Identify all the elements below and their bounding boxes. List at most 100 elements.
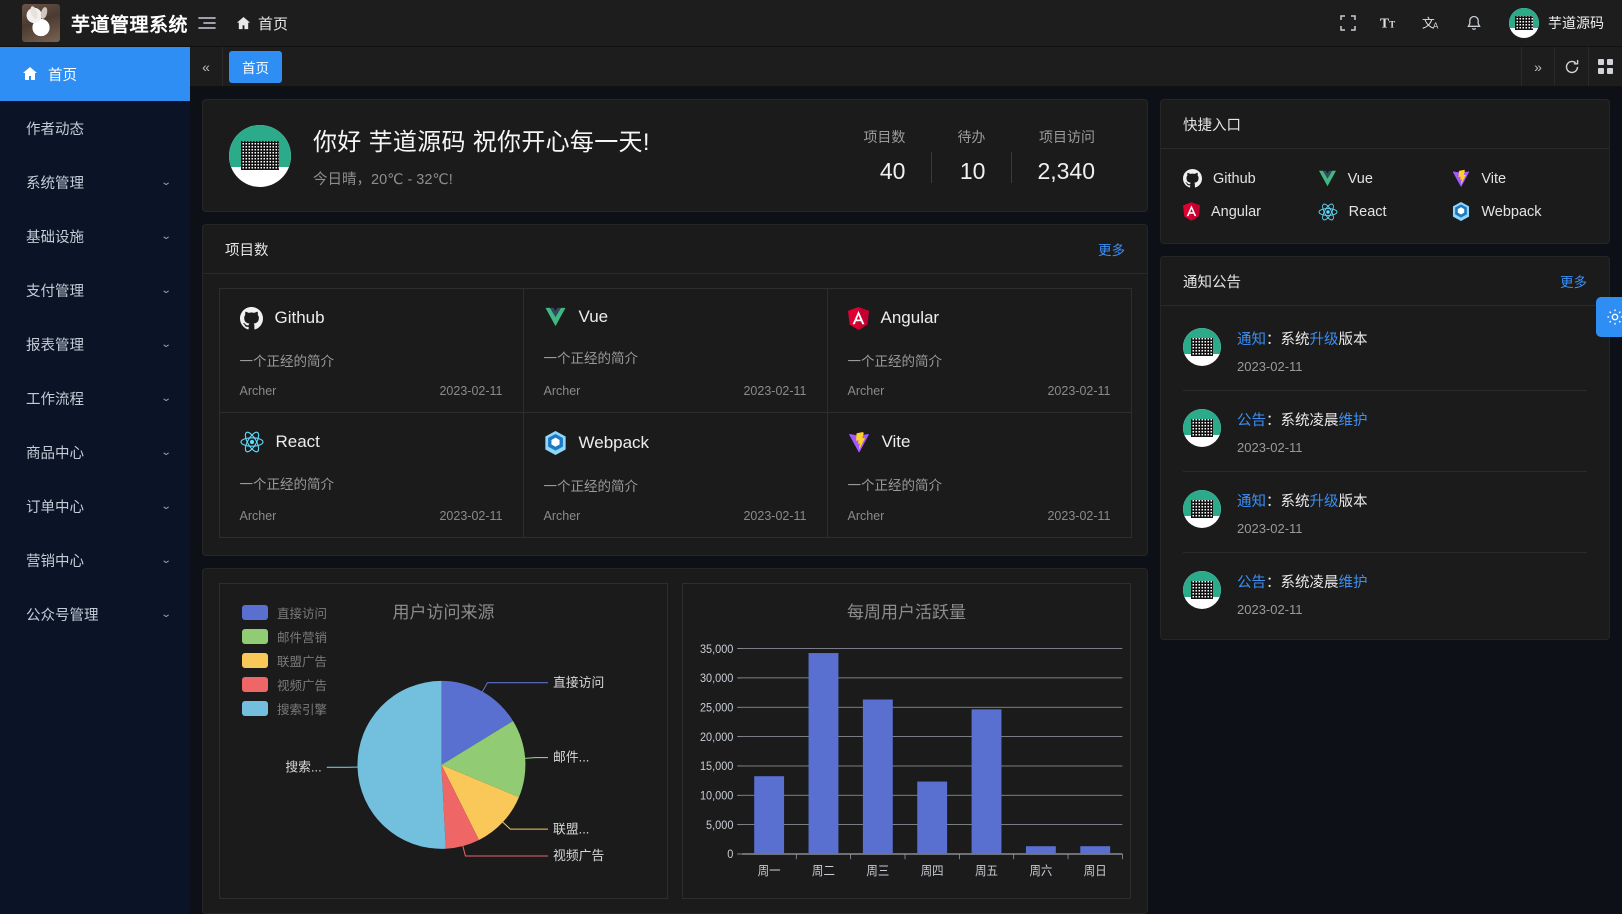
quick-item-label: React [1348,203,1387,220]
pie-slice[interactable] [441,680,514,765]
bar[interactable] [1080,846,1111,854]
user-menu[interactable]: 芋道源码 [1509,8,1604,38]
angular-icon [1183,202,1200,221]
quick-item-angular[interactable]: Angular [1183,202,1318,221]
pie-slice[interactable] [441,764,479,849]
legend-swatch [242,604,268,620]
sidebar-item-home[interactable]: 首页 [0,47,190,101]
quick-entry-header: 快捷入口 [1161,100,1609,149]
sidebar-item-workflow[interactable]: 工作流程 ⌄ [0,371,190,425]
project-desc: 一个正经的简介 [239,353,335,369]
notice-title: 通知：系统升级版本 [1237,328,1587,349]
sidebar-item-infrastructure[interactable]: 基础设施 ⌄ [0,209,190,263]
breadcrumb[interactable]: 首页 [236,13,288,34]
notices-more-link[interactable]: 更多 [1560,275,1587,290]
bar[interactable] [862,699,893,854]
quick-item-vite[interactable]: Vite [1452,169,1587,188]
settings-drawer-handle[interactable] [1596,297,1622,337]
sidebar-item-order-center[interactable]: 订单中心 ⌄ [0,479,190,533]
pie-slice[interactable] [357,680,446,849]
quick-item-github[interactable]: Github [1183,169,1318,188]
pie-callout-line [461,842,548,857]
project-author: Archer [847,508,885,523]
project-desc: 一个正经的简介 [847,353,943,369]
quick-item-vue[interactable]: Vue [1318,169,1453,188]
hamburger-icon[interactable] [190,6,224,40]
bar[interactable] [754,776,785,854]
project-card-github[interactable]: Github 一个正经的简介 Archer 2023-02-11 [218,287,524,413]
pie-callout-line [521,757,548,760]
svg-text:T: T [1389,20,1395,30]
y-axis-tick-label: 30,000 [700,673,733,686]
vue-icon [545,307,565,326]
grid-icon[interactable] [1588,47,1622,86]
fullscreen-icon[interactable] [1331,6,1365,40]
quick-item-react[interactable]: React [1318,202,1453,221]
left-column: 你好 芋道源码 祝你开心每一天! 今日晴，20℃ - 32℃! 项目数 40 待… [202,99,1148,914]
translate-icon[interactable]: 文 A [1415,6,1449,40]
pie-slice[interactable] [441,764,519,841]
chevron-down-icon: ⌄ [160,554,172,566]
sidebar-item-mp-management[interactable]: 公众号管理 ⌄ [0,587,190,641]
quick-entry-grid: Github Vue [1161,149,1609,243]
sidebar-item-label: 商品中心 [26,445,84,462]
top-header: 芋道管理系统 首页 T T [0,0,1622,47]
project-card-react[interactable]: React 一个正经的简介 Archer 2023-02-11 [218,411,524,538]
legend-item[interactable]: 视频广告 [242,672,327,696]
avatar [229,124,291,187]
refresh-icon[interactable] [1554,47,1588,86]
legend-item[interactable]: 搜索引擎 [242,696,327,720]
project-author: Archer [239,383,277,398]
sidebar-item-system-management[interactable]: 系统管理 ⌄ [0,155,190,209]
pie-slice[interactable] [441,720,526,798]
legend-item[interactable]: 联盟广告 [242,648,327,672]
tab-home[interactable]: 首页 [229,50,282,83]
pie-callout-label: 联盟... [553,821,589,836]
notices-header: 通知公告 更多 [1161,257,1609,306]
main-column: « 首页 » [190,47,1622,914]
notice-item[interactable]: 公告：系统凌晨维护 2023-02-11 [1183,391,1587,472]
x-axis-tick-label: 周五 [975,863,998,878]
react-icon [239,431,264,452]
project-desc: 一个正经的简介 [847,477,943,493]
sidebar-item-label: 作者动态 [26,121,84,138]
right-column: 快捷入口 Github [1160,99,1610,914]
logo-area[interactable]: 芋道管理系统 [0,4,190,42]
content-area: 你好 芋道源码 祝你开心每一天! 今日晴，20℃ - 32℃! 项目数 40 待… [190,87,1622,914]
angular-icon [847,306,869,330]
project-card-webpack[interactable]: Webpack 一个正经的简介 Archer 2023-02-11 [522,411,828,538]
projects-more-link[interactable]: 更多 [1098,243,1125,258]
legend-item[interactable]: 邮件营销 [242,624,327,648]
bar[interactable] [808,653,839,854]
chevron-double-left-icon[interactable]: « [190,47,223,86]
sidebar-item-payment-management[interactable]: 支付管理 ⌄ [0,263,190,317]
sidebar-item-marketing-center[interactable]: 营销中心 ⌄ [0,533,190,587]
notice-item[interactable]: 通知：系统升级版本 2023-02-11 [1183,310,1587,391]
notice-item[interactable]: 通知：系统升级版本 2023-02-11 [1183,472,1587,553]
project-card-vite[interactable]: Vite 一个正经的简介 Archer 2023-02-11 [826,411,1132,538]
quick-item-webpack[interactable]: Webpack [1452,202,1587,221]
y-axis-tick-label: 20,000 [700,731,733,744]
notice-mid: 升级 [1309,332,1339,348]
bell-icon[interactable] [1457,6,1491,40]
x-axis-tick-label: 周三 [866,863,889,878]
sidebar-item-author-news[interactable]: 作者动态 [0,101,190,155]
project-date: 2023-02-11 [743,383,807,398]
project-card-angular[interactable]: Angular 一个正经的简介 Archer 2023-02-11 [826,287,1132,413]
quick-item-label: Webpack [1481,203,1542,220]
webpack-icon [544,430,566,455]
legend-item[interactable]: 直接访问 [242,600,327,624]
bar[interactable] [971,709,1002,854]
bar-canvas: 0 5,000 10,000 15,000 20,000 25,000 30,000 35,0… [683,636,1130,898]
font-size-icon[interactable]: T T [1373,6,1407,40]
project-card-vue[interactable]: Vue 一个正经的简介 Archer 2023-02-11 [522,287,828,413]
legend-swatch [242,676,268,692]
sidebar-item-report-management[interactable]: 报表管理 ⌄ [0,317,190,371]
notice-item[interactable]: 公告：系统凌晨维护 2023-02-11 [1183,553,1587,633]
bar[interactable] [917,781,948,854]
sidebar-item-product-center[interactable]: 商品中心 ⌄ [0,425,190,479]
x-axis-tick-label: 周日 [1084,863,1107,878]
chevron-double-right-icon[interactable]: » [1521,47,1554,86]
bar[interactable] [1025,846,1056,854]
